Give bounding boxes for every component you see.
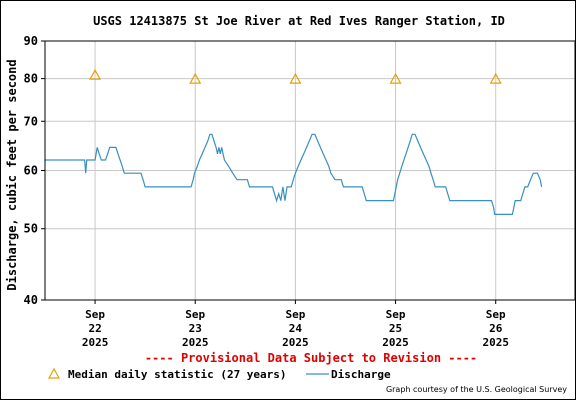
legend-label-median: Median daily statistic (27 years) <box>68 368 287 381</box>
x-tick-label: 2025 <box>282 336 309 349</box>
x-tick-label: Sep <box>85 308 105 321</box>
y-axis-ticks: 40 50 60 70 80 90 <box>24 34 45 307</box>
y-tick-label: 70 <box>24 114 38 128</box>
median-triangle-marker <box>89 68 102 80</box>
x-tick-label: 2025 <box>182 336 209 349</box>
grid-lines <box>45 41 575 300</box>
x-tick-label: 2025 <box>482 336 509 349</box>
y-tick-label: 90 <box>24 34 38 48</box>
plot-area-border <box>44 40 575 301</box>
x-tick-label: 22 <box>88 322 101 335</box>
legend-label-discharge: Discharge <box>331 368 391 381</box>
x-axis-ticks: Sep222025Sep232025Sep242025Sep252025Sep2… <box>82 300 509 349</box>
x-tick-label: 26 <box>489 322 503 335</box>
provisional-notice: ---- Provisional Data Subject to Revisio… <box>145 351 477 365</box>
credit-text: Graph courtesy of the U.S. Geological Su… <box>386 385 567 394</box>
y-tick-label: 60 <box>24 164 38 178</box>
legend: Median daily statistic (27 years) Discha… <box>47 367 391 381</box>
median-triangle-marker <box>289 72 302 84</box>
x-tick-label: 2025 <box>82 336 109 349</box>
x-tick-label: 24 <box>289 322 303 335</box>
discharge-line <box>45 133 543 215</box>
y-tick-label: 50 <box>24 222 38 236</box>
y-tick-label: 80 <box>24 72 38 86</box>
chart-title: USGS 12413875 St Joe River at Red Ives R… <box>93 14 505 28</box>
series-layer <box>45 68 543 215</box>
y-axis-label: Discharge, cubic feet per second <box>5 59 19 290</box>
x-tick-label: Sep <box>486 308 506 321</box>
y-tick-label: 40 <box>24 293 38 307</box>
x-tick-label: 2025 <box>382 336 409 349</box>
x-tick-label: 23 <box>189 322 202 335</box>
median-triangle-marker <box>489 72 502 84</box>
median-triangle-marker <box>389 72 402 84</box>
x-tick-label: Sep <box>285 308 305 321</box>
legend-triangle-icon <box>47 367 61 379</box>
x-tick-label: 25 <box>389 322 402 335</box>
median-triangle-marker <box>189 72 202 84</box>
x-tick-label: Sep <box>185 308 205 321</box>
x-tick-label: Sep <box>386 308 406 321</box>
